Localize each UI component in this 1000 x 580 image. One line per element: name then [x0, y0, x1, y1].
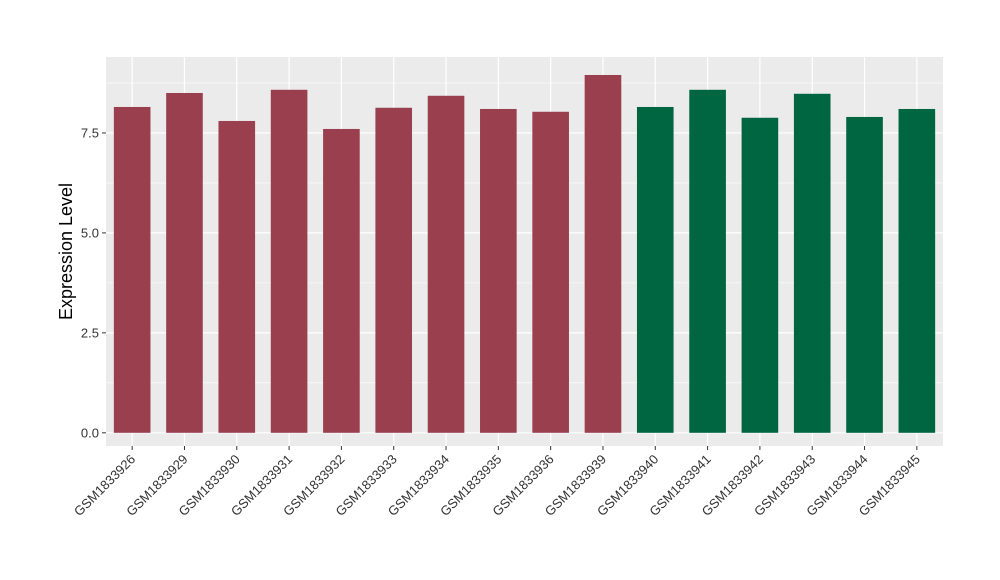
- bar: [270, 89, 308, 433]
- bar: [480, 108, 517, 433]
- bar: [532, 111, 569, 433]
- bar: [323, 128, 360, 433]
- y-tick-label: 5.0: [81, 225, 99, 240]
- bars: [113, 74, 936, 433]
- y-tick-label: 7.5: [81, 125, 99, 140]
- bar: [793, 93, 831, 433]
- y-tick-label: 0.0: [81, 425, 99, 440]
- y-axis: 0.0 2.5 5.0 7.5: [81, 125, 106, 440]
- bar: [846, 116, 883, 433]
- y-axis-title: Expression Level: [56, 183, 76, 320]
- bar: [898, 108, 936, 433]
- bar: [166, 92, 203, 433]
- bar: [584, 74, 622, 433]
- bar: [427, 95, 465, 433]
- bar: [636, 106, 674, 433]
- y-tick-label: 2.5: [81, 325, 99, 340]
- bar: [741, 117, 779, 433]
- bar: [113, 106, 151, 433]
- bar: [689, 89, 726, 433]
- bar: [375, 107, 413, 433]
- bar: [218, 120, 256, 433]
- x-axis: GSM1833926GSM1833929GSM1833930GSM1833931…: [71, 446, 923, 519]
